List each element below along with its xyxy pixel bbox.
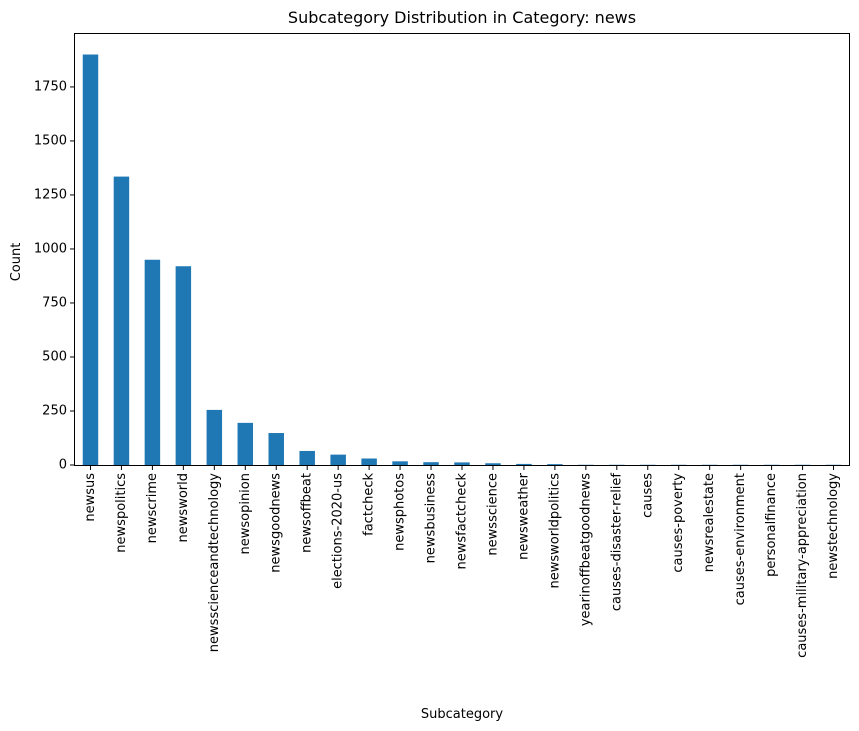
- y-tick-label: 1750: [34, 79, 67, 94]
- bar-newsphotos: [392, 461, 408, 465]
- x-tick-label: newsopinion: [238, 473, 253, 555]
- x-tick-label: causes: [640, 473, 655, 518]
- bar-newsfactcheck: [454, 462, 470, 465]
- y-tick-label: 750: [42, 295, 67, 310]
- y-tick-label: 500: [42, 349, 67, 364]
- x-tick-label: newsoffbeat: [300, 473, 315, 553]
- bar-newsscienceandtechnology: [206, 409, 223, 465]
- y-axis-label: Count: [9, 243, 24, 282]
- bar-newsopinion: [237, 422, 254, 465]
- bar-newsworldpolitics: [547, 464, 563, 465]
- plot-frame: [74, 33, 850, 466]
- y-tick-label: 1500: [34, 133, 67, 148]
- y-tick-label: 1250: [34, 187, 67, 202]
- x-tick-label: newsworld: [176, 473, 191, 542]
- bar-newspolitics: [113, 176, 130, 465]
- x-tick-label: causes-military-appreciation: [795, 473, 810, 658]
- bar-newsus: [82, 54, 99, 466]
- y-tick-label: 0: [59, 458, 67, 473]
- x-tick-label: causes-disaster-relief: [609, 473, 624, 612]
- x-tick-label: personalfinance: [764, 473, 779, 577]
- x-tick-label: causes-environment: [733, 473, 748, 605]
- x-tick-label: newspolitics: [114, 473, 129, 553]
- bar-newsoffbeat: [299, 450, 315, 465]
- x-tick-label: newsgoodnews: [269, 473, 284, 573]
- bar-newsgoodnews: [268, 433, 284, 465]
- bar-newsbusiness: [423, 462, 439, 465]
- x-tick-label: newsscience: [485, 473, 500, 556]
- x-tick-label: causes-poverty: [671, 473, 686, 573]
- x-tick-label: newsphotos: [393, 473, 408, 551]
- x-tick-label: factcheck: [362, 473, 377, 536]
- x-tick-label: elections-2020-us: [331, 473, 346, 589]
- y-axis: 0 250 500 750 1000 1250 1500 1750: [34, 79, 75, 473]
- x-tick-label: newsrealestate: [702, 473, 717, 572]
- bar-newscrime: [144, 259, 161, 465]
- x-tick-label: newsworldpolitics: [547, 473, 562, 589]
- bars-group: [82, 54, 842, 466]
- x-tick-label: newstechnology: [826, 473, 841, 579]
- x-axis-label: Subcategory: [421, 707, 504, 722]
- x-tick-label: newscrime: [145, 473, 160, 543]
- y-tick-label: 250: [42, 403, 67, 418]
- bar-newsweather: [516, 463, 532, 465]
- x-tick-label: newsscienceandtechnology: [207, 473, 222, 653]
- x-axis: newsus newspolitics newscrime newsworld news…: [83, 465, 841, 658]
- bar-factcheck: [361, 458, 377, 465]
- x-tick-label: yearinoffbeatgoodnews: [578, 473, 593, 626]
- x-tick-label: newsbusiness: [424, 473, 439, 564]
- bar-newsscience: [485, 463, 501, 465]
- y-tick-label: 1000: [34, 241, 67, 256]
- bar-newsworld: [175, 266, 192, 465]
- x-tick-label: newsfactcheck: [455, 473, 470, 570]
- chart-title: Subcategory Distribution in Category: ne…: [288, 8, 636, 27]
- x-tick-label: newsus: [83, 473, 98, 522]
- bar-elections-2020-us: [330, 454, 346, 465]
- x-tick-label: newsweather: [516, 472, 531, 560]
